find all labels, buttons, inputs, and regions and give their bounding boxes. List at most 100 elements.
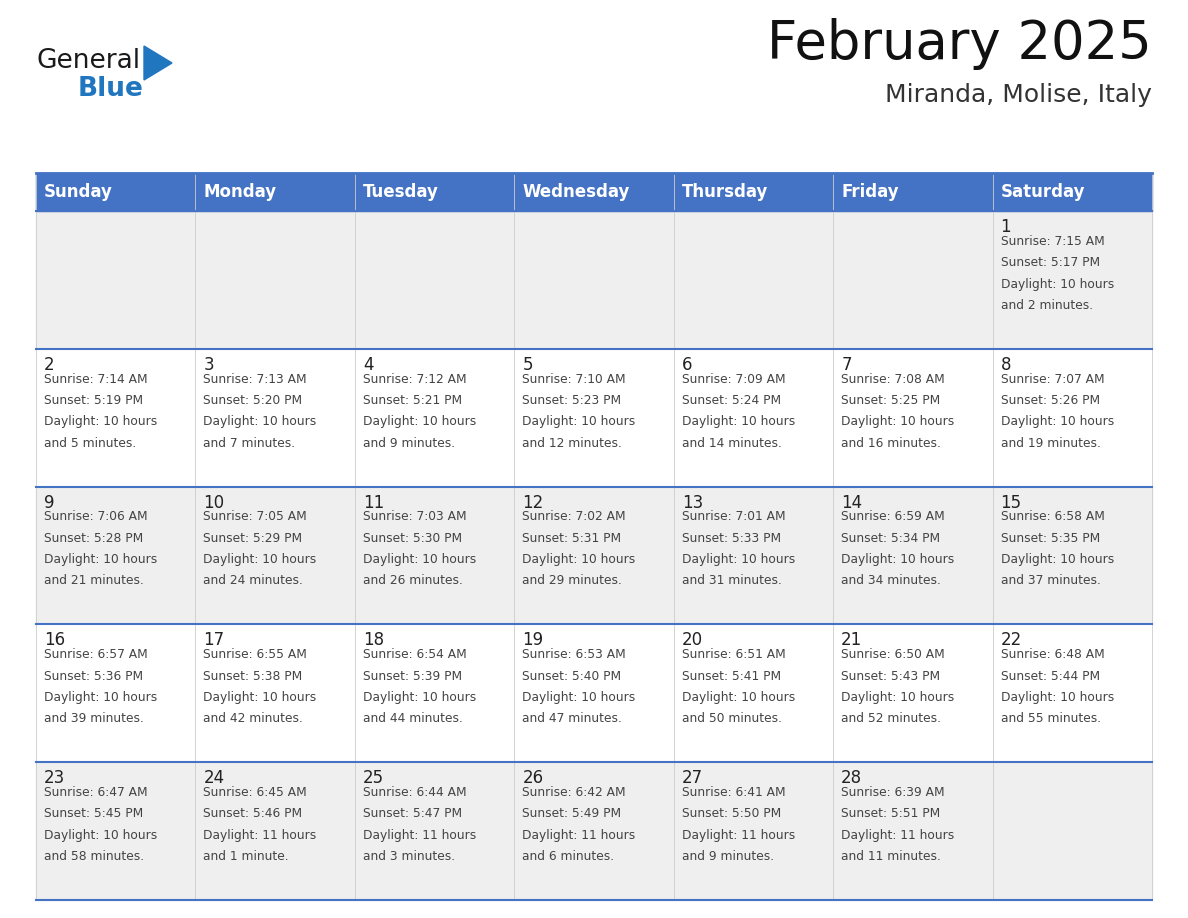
Text: 3: 3 — [203, 356, 214, 374]
Text: Daylight: 11 hours: Daylight: 11 hours — [362, 829, 476, 842]
Text: Daylight: 10 hours: Daylight: 10 hours — [682, 691, 795, 704]
Text: Sunset: 5:36 PM: Sunset: 5:36 PM — [44, 669, 143, 683]
Text: Sunrise: 6:59 AM: Sunrise: 6:59 AM — [841, 510, 944, 523]
Text: 23: 23 — [44, 769, 65, 788]
Text: 4: 4 — [362, 356, 373, 374]
Text: Sunrise: 7:07 AM: Sunrise: 7:07 AM — [1000, 373, 1104, 386]
Text: and 16 minutes.: and 16 minutes. — [841, 437, 941, 450]
Text: 27: 27 — [682, 769, 703, 788]
Text: 5: 5 — [523, 356, 532, 374]
Text: Sunset: 5:23 PM: Sunset: 5:23 PM — [523, 394, 621, 407]
Text: Sunrise: 6:39 AM: Sunrise: 6:39 AM — [841, 786, 944, 799]
Text: Sunrise: 6:53 AM: Sunrise: 6:53 AM — [523, 648, 626, 661]
Text: and 14 minutes.: and 14 minutes. — [682, 437, 782, 450]
Text: 13: 13 — [682, 494, 703, 511]
Text: Daylight: 10 hours: Daylight: 10 hours — [1000, 415, 1114, 429]
Text: Sunset: 5:46 PM: Sunset: 5:46 PM — [203, 807, 303, 821]
Text: Sunrise: 7:13 AM: Sunrise: 7:13 AM — [203, 373, 307, 386]
Text: 11: 11 — [362, 494, 384, 511]
Text: Daylight: 11 hours: Daylight: 11 hours — [523, 829, 636, 842]
Text: Sunrise: 6:45 AM: Sunrise: 6:45 AM — [203, 786, 308, 799]
Text: Sunrise: 6:51 AM: Sunrise: 6:51 AM — [682, 648, 785, 661]
Text: Sunrise: 6:48 AM: Sunrise: 6:48 AM — [1000, 648, 1105, 661]
Text: Sunrise: 6:47 AM: Sunrise: 6:47 AM — [44, 786, 147, 799]
Text: and 1 minute.: and 1 minute. — [203, 850, 289, 863]
Text: Sunrise: 7:09 AM: Sunrise: 7:09 AM — [682, 373, 785, 386]
Text: Sunset: 5:38 PM: Sunset: 5:38 PM — [203, 669, 303, 683]
Text: Sunset: 5:21 PM: Sunset: 5:21 PM — [362, 394, 462, 407]
Text: Daylight: 10 hours: Daylight: 10 hours — [1000, 277, 1114, 290]
Text: Daylight: 10 hours: Daylight: 10 hours — [362, 554, 476, 566]
Text: Saturday: Saturday — [1000, 183, 1085, 201]
Text: and 58 minutes.: and 58 minutes. — [44, 850, 144, 863]
Text: Sunset: 5:26 PM: Sunset: 5:26 PM — [1000, 394, 1100, 407]
Text: Daylight: 10 hours: Daylight: 10 hours — [841, 554, 954, 566]
Text: Sunset: 5:20 PM: Sunset: 5:20 PM — [203, 394, 303, 407]
Polygon shape — [36, 211, 1152, 349]
Text: and 7 minutes.: and 7 minutes. — [203, 437, 296, 450]
Text: Sunset: 5:40 PM: Sunset: 5:40 PM — [523, 669, 621, 683]
Text: Sunset: 5:50 PM: Sunset: 5:50 PM — [682, 807, 781, 821]
Text: Friday: Friday — [841, 183, 899, 201]
Text: Daylight: 10 hours: Daylight: 10 hours — [44, 554, 157, 566]
Text: Sunrise: 7:15 AM: Sunrise: 7:15 AM — [1000, 235, 1105, 248]
Text: Sunset: 5:41 PM: Sunset: 5:41 PM — [682, 669, 781, 683]
Text: Daylight: 10 hours: Daylight: 10 hours — [362, 415, 476, 429]
Text: Sunrise: 6:44 AM: Sunrise: 6:44 AM — [362, 786, 467, 799]
Text: Sunset: 5:19 PM: Sunset: 5:19 PM — [44, 394, 143, 407]
Text: 19: 19 — [523, 632, 543, 649]
Text: and 6 minutes.: and 6 minutes. — [523, 850, 614, 863]
Text: Daylight: 11 hours: Daylight: 11 hours — [682, 829, 795, 842]
Text: Sunset: 5:51 PM: Sunset: 5:51 PM — [841, 807, 941, 821]
Text: Sunset: 5:43 PM: Sunset: 5:43 PM — [841, 669, 940, 683]
Text: Daylight: 10 hours: Daylight: 10 hours — [203, 415, 317, 429]
Text: Daylight: 10 hours: Daylight: 10 hours — [841, 691, 954, 704]
Text: 21: 21 — [841, 632, 862, 649]
Text: Sunrise: 6:42 AM: Sunrise: 6:42 AM — [523, 786, 626, 799]
Text: Monday: Monday — [203, 183, 277, 201]
Text: 18: 18 — [362, 632, 384, 649]
Text: Daylight: 10 hours: Daylight: 10 hours — [1000, 691, 1114, 704]
Text: Sunset: 5:30 PM: Sunset: 5:30 PM — [362, 532, 462, 544]
Text: Daylight: 10 hours: Daylight: 10 hours — [523, 554, 636, 566]
Text: 16: 16 — [44, 632, 65, 649]
Text: Daylight: 11 hours: Daylight: 11 hours — [841, 829, 954, 842]
Text: and 9 minutes.: and 9 minutes. — [682, 850, 773, 863]
Text: and 21 minutes.: and 21 minutes. — [44, 575, 144, 588]
Text: February 2025: February 2025 — [767, 18, 1152, 70]
Text: Daylight: 11 hours: Daylight: 11 hours — [203, 829, 317, 842]
Text: Sunset: 5:24 PM: Sunset: 5:24 PM — [682, 394, 781, 407]
Text: Sunrise: 6:50 AM: Sunrise: 6:50 AM — [841, 648, 944, 661]
Text: Sunrise: 6:58 AM: Sunrise: 6:58 AM — [1000, 510, 1105, 523]
Polygon shape — [36, 762, 1152, 900]
Text: Sunrise: 7:14 AM: Sunrise: 7:14 AM — [44, 373, 147, 386]
Text: Thursday: Thursday — [682, 183, 769, 201]
Polygon shape — [36, 624, 1152, 762]
Text: Sunrise: 6:41 AM: Sunrise: 6:41 AM — [682, 786, 785, 799]
Text: Sunrise: 7:06 AM: Sunrise: 7:06 AM — [44, 510, 147, 523]
Text: 15: 15 — [1000, 494, 1022, 511]
Text: Sunrise: 6:57 AM: Sunrise: 6:57 AM — [44, 648, 147, 661]
Text: and 47 minutes.: and 47 minutes. — [523, 712, 623, 725]
Text: Sunset: 5:29 PM: Sunset: 5:29 PM — [203, 532, 303, 544]
Text: Sunset: 5:45 PM: Sunset: 5:45 PM — [44, 807, 144, 821]
Text: 28: 28 — [841, 769, 862, 788]
Text: Sunset: 5:28 PM: Sunset: 5:28 PM — [44, 532, 144, 544]
Text: Sunset: 5:47 PM: Sunset: 5:47 PM — [362, 807, 462, 821]
Text: Sunset: 5:33 PM: Sunset: 5:33 PM — [682, 532, 781, 544]
Text: 25: 25 — [362, 769, 384, 788]
Text: General: General — [36, 48, 140, 74]
Text: 8: 8 — [1000, 356, 1011, 374]
Text: 7: 7 — [841, 356, 852, 374]
Text: 20: 20 — [682, 632, 703, 649]
Text: and 50 minutes.: and 50 minutes. — [682, 712, 782, 725]
Text: Sunrise: 7:10 AM: Sunrise: 7:10 AM — [523, 373, 626, 386]
Text: Sunrise: 7:05 AM: Sunrise: 7:05 AM — [203, 510, 308, 523]
Text: 1: 1 — [1000, 218, 1011, 236]
Text: 22: 22 — [1000, 632, 1022, 649]
Text: 24: 24 — [203, 769, 225, 788]
Text: and 44 minutes.: and 44 minutes. — [362, 712, 463, 725]
Text: and 2 minutes.: and 2 minutes. — [1000, 299, 1093, 312]
Text: Sunset: 5:44 PM: Sunset: 5:44 PM — [1000, 669, 1100, 683]
Text: 9: 9 — [44, 494, 55, 511]
